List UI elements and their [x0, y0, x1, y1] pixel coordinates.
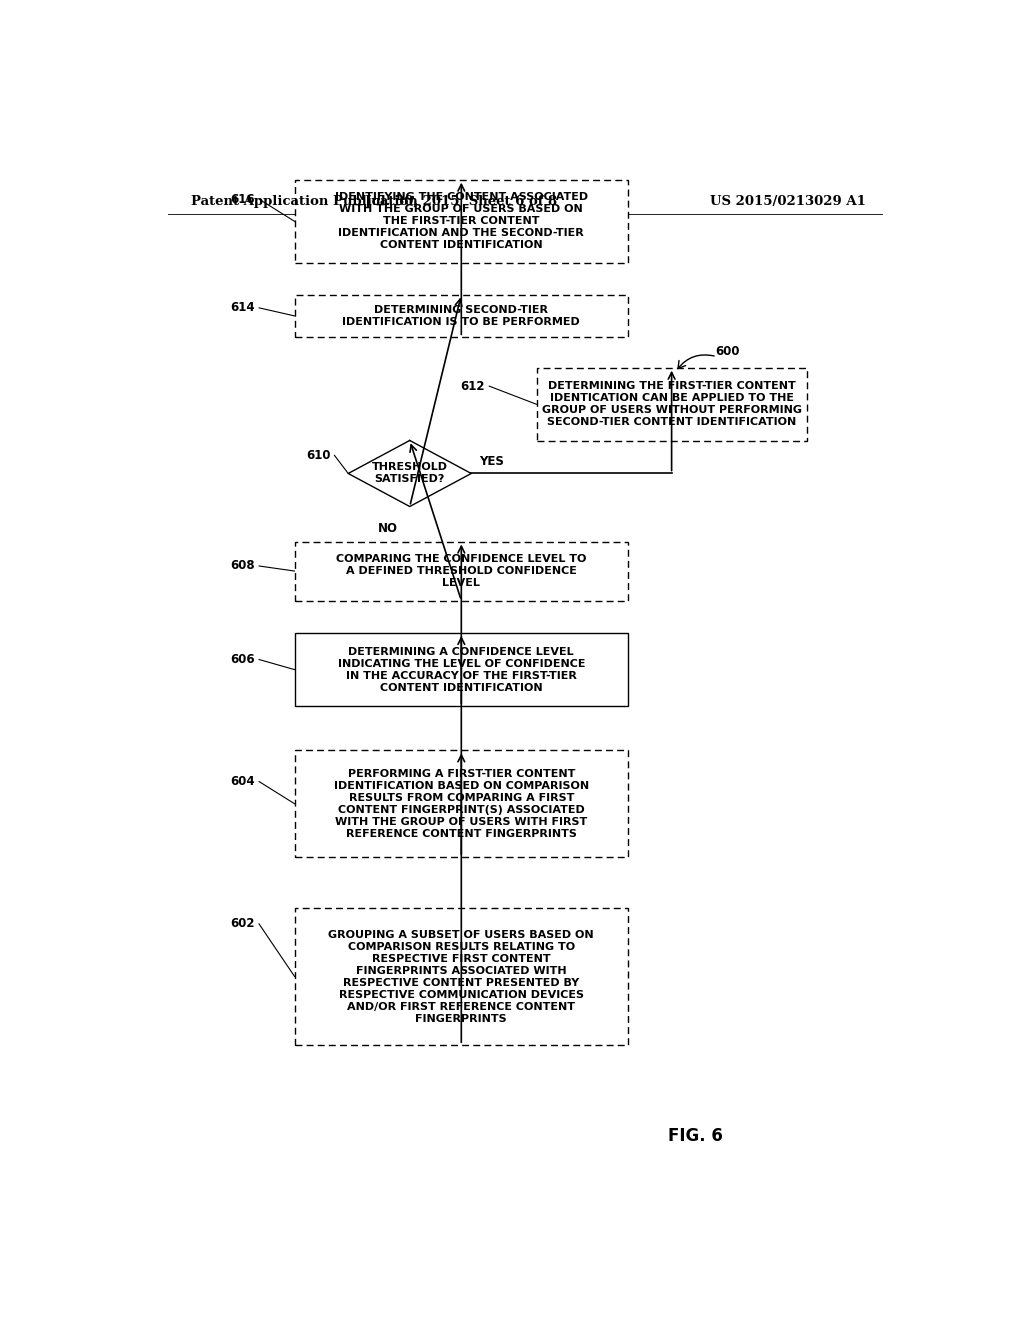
Text: Patent Application Publication: Patent Application Publication: [191, 194, 418, 207]
Text: YES: YES: [479, 455, 504, 469]
Text: THRESHOLD
SATISFIED?: THRESHOLD SATISFIED?: [372, 462, 447, 484]
Text: 602: 602: [230, 917, 255, 931]
Text: 604: 604: [230, 775, 255, 788]
Text: GROUPING A SUBSET OF USERS BASED ON
COMPARISON RESULTS RELATING TO
RESPECTIVE FI: GROUPING A SUBSET OF USERS BASED ON COMP…: [329, 929, 594, 1023]
FancyBboxPatch shape: [295, 634, 628, 706]
FancyBboxPatch shape: [295, 294, 628, 338]
FancyArrowPatch shape: [678, 355, 714, 368]
Text: 610: 610: [306, 449, 331, 462]
FancyBboxPatch shape: [295, 751, 628, 857]
Text: COMPARING THE CONFIDENCE LEVEL TO
A DEFINED THRESHOLD CONFIDENCE
LEVEL: COMPARING THE CONFIDENCE LEVEL TO A DEFI…: [336, 554, 587, 587]
Text: DETERMINING THE FIRST-TIER CONTENT
IDENTICATION CAN BE APPLIED TO THE
GROUP OF U: DETERMINING THE FIRST-TIER CONTENT IDENT…: [542, 381, 802, 428]
Text: 600: 600: [715, 345, 739, 358]
Text: 616: 616: [230, 193, 255, 206]
Text: 606: 606: [230, 653, 255, 667]
Text: Jul. 30, 2015  Sheet 6 of 8: Jul. 30, 2015 Sheet 6 of 8: [366, 194, 557, 207]
Text: IDENTIFYING THE CONTENT ASSOCIATED
WITH THE GROUP OF USERS BASED ON
THE FIRST-TI: IDENTIFYING THE CONTENT ASSOCIATED WITH …: [335, 193, 588, 251]
Text: FIG. 6: FIG. 6: [668, 1127, 723, 1146]
FancyBboxPatch shape: [295, 541, 628, 601]
FancyBboxPatch shape: [295, 908, 628, 1045]
FancyBboxPatch shape: [295, 180, 628, 263]
FancyBboxPatch shape: [537, 368, 807, 441]
Text: 614: 614: [230, 301, 255, 314]
Text: NO: NO: [378, 523, 397, 536]
Text: DETERMINING SECOND-TIER
IDENTIFICATION IS TO BE PERFORMED: DETERMINING SECOND-TIER IDENTIFICATION I…: [342, 305, 581, 327]
Text: PERFORMING A FIRST-TIER CONTENT
IDENTIFICATION BASED ON COMPARISON
RESULTS FROM : PERFORMING A FIRST-TIER CONTENT IDENTIFI…: [334, 768, 589, 838]
Text: 608: 608: [230, 560, 255, 573]
Text: DETERMINING A CONFIDENCE LEVEL
INDICATING THE LEVEL OF CONFIDENCE
IN THE ACCURAC: DETERMINING A CONFIDENCE LEVEL INDICATIN…: [338, 647, 585, 693]
Polygon shape: [348, 441, 471, 507]
Text: 612: 612: [461, 380, 485, 392]
Text: US 2015/0213029 A1: US 2015/0213029 A1: [711, 194, 866, 207]
